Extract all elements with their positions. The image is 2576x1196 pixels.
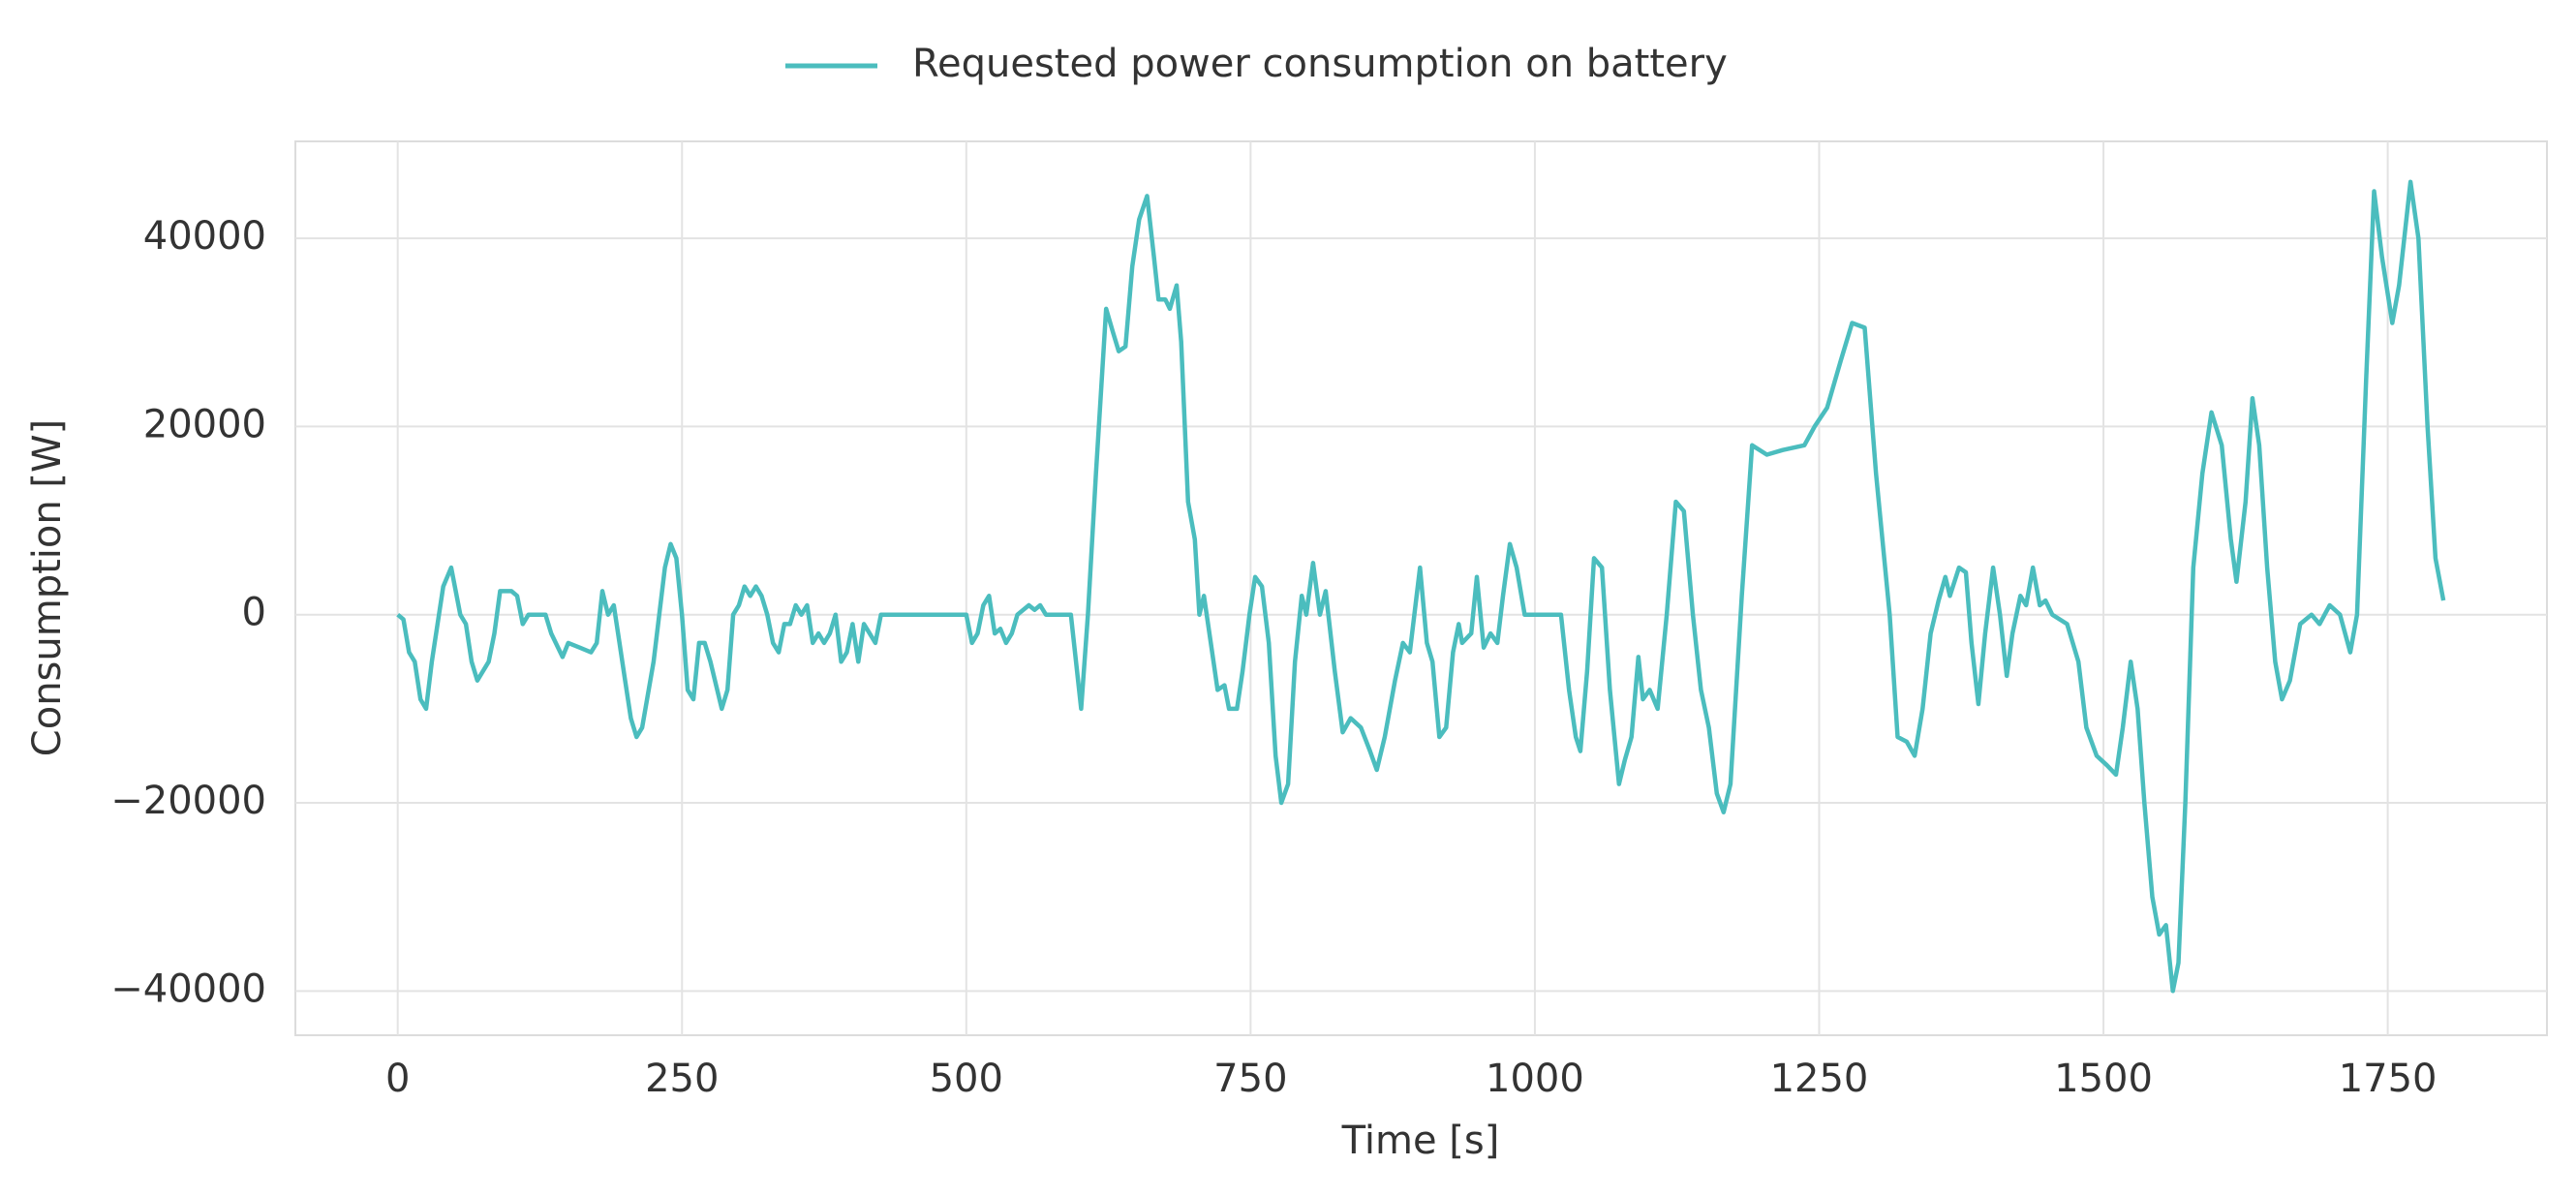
x-tick-label: 1750 [2339,1057,2438,1101]
y-tick-label: 40000 [143,214,266,259]
x-tick-label: 1000 [1486,1057,1584,1101]
y-tick-label: −40000 [110,966,266,1011]
y-tick-label: 0 [242,591,266,635]
plot-frame [294,140,2548,1036]
data-line [396,179,2446,994]
x-tick-label: 250 [645,1057,719,1101]
x-axis-label: Time [s] [1341,1119,1500,1163]
x-tick-label: 0 [385,1057,410,1101]
legend-label: Requested power consumption on battery [912,42,1728,86]
y-axis-label: Consumption [W] [25,419,70,756]
x-tick-label: 500 [930,1057,1003,1101]
x-tick-label: 750 [1213,1057,1287,1101]
y-tick-label: 20000 [143,402,266,446]
y-tick-label: −20000 [110,779,266,823]
x-tick-label: 1250 [1770,1057,1869,1101]
x-tick-label: 1500 [2054,1057,2153,1101]
